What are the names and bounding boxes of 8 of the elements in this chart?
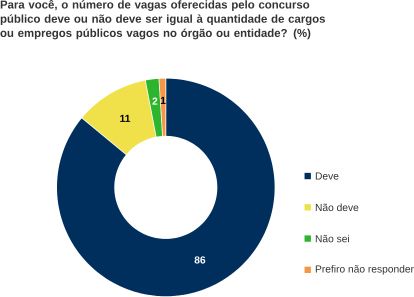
legend-label: Não deve [316, 204, 358, 212]
data-label: 86 [194, 256, 206, 264]
data-label: 2 [152, 98, 158, 105]
legend-label: Não sei [316, 234, 350, 242]
legend-label: Prefiro não responder [316, 265, 414, 275]
legend-label: Deve [316, 172, 338, 180]
chart-title: Para você, o número de vagas oferecidas pelo concurso público deve ou não deve ser igual à quantidade de cargos ou empregos públicos vagos no órgão ou entidade? (%) [0, 0, 325, 40]
data-label: 11 [120, 114, 130, 122]
